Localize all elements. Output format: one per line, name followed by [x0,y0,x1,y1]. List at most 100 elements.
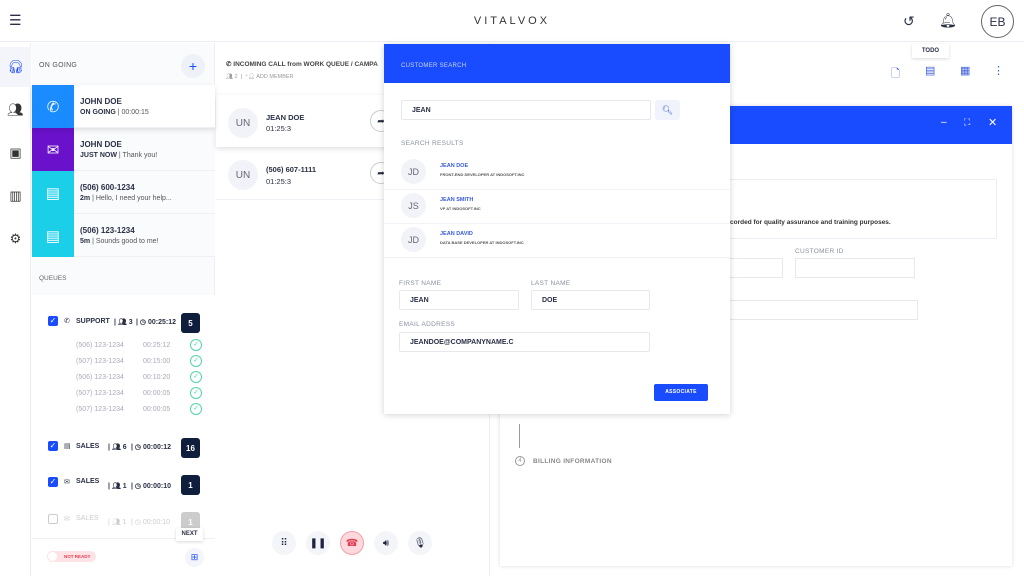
queue-count: 1 [181,475,200,495]
settings-icon[interactable]: ⚙︎ [9,231,22,246]
call-phone: (507) 123-1234 [76,390,124,397]
more-icon[interactable]: ⋮ [993,65,1004,77]
email-input[interactable]: JEANDOE@COMPANYNAME.C [399,332,650,352]
item-name: JOHN DOE [80,140,122,149]
participant-avatar: UN [228,108,258,138]
ongoing-item[interactable]: ▤ (506) 600-1234 2m | Hello, I need your… [32,171,215,214]
phone-icon: ✆ [32,85,74,128]
bell-icon[interactable]: 🔔︎ [939,12,957,28]
headset-icon[interactable]: 🎧︎ [0,47,31,87]
add-member-link[interactable]: ⁺👤︎ ADD MEMBER [245,74,294,80]
search-results-label: SEARCH RESULTS [401,140,464,147]
menu-icon[interactable]: ☰ [9,12,22,28]
search-result[interactable]: JS JEAN SMITH VP AT INDOSOFT.INC [384,190,730,224]
close-icon[interactable]: ✕ [988,117,998,129]
next-button[interactable]: ⊞ [185,548,204,567]
mute-button[interactable]: 🎙︎ [408,531,432,555]
ongoing-item[interactable]: ▤ (506) 123-1234 5m | Sounds good to me! [32,214,215,257]
call-time: 00:25:12 [143,342,171,349]
reports-icon[interactable]: ▥ [9,188,22,203]
ongoing-item[interactable]: ✉ JOHN DOE JUST NOW | Thank you! [32,128,215,171]
dialpad-button[interactable]: ⠿ [272,531,296,555]
call-phone: (507) 123-1234 [76,406,124,413]
queue-time: | ◷ 00:25:12 [136,319,176,326]
document-icon[interactable]: 🗋 [891,68,900,80]
participant-name: (506) 607-1111 [266,165,317,174]
recording-notice: corded for quality assurance and trainin… [730,219,891,226]
ongoing-item[interactable]: ✆ JOHN DOE ON GOING | 00:00:15 [32,85,215,128]
hold-button[interactable]: ❚❚ [306,531,330,555]
check-circle-icon[interactable]: ✓ [190,403,202,415]
item-detail: Hello, I need your help... [95,195,172,202]
check-circle-icon[interactable]: ✓ [190,339,202,351]
queue-count: 16 [181,438,200,458]
queue-count: 5 [181,313,200,333]
participant-name: JEAN DOE [266,113,305,122]
form-field[interactable] [700,300,918,320]
check-circle-icon[interactable]: ✓ [190,387,202,399]
minimize-icon[interactable]: – [941,117,947,128]
item-name: (506) 123-1234 [80,226,135,235]
contact-card-icon[interactable]: ▣ [9,145,22,160]
queue-checkbox[interactable]: ✓ [48,316,58,326]
call-members: 👥︎ 2 | ⁺👤︎ ADD MEMBER [226,74,294,80]
todo-tooltip: TODO [912,44,949,58]
associate-button[interactable]: ASSOCIATE [654,384,708,401]
ready-toggle[interactable]: NOT READY [47,551,96,562]
queue-checkbox[interactable] [48,514,58,524]
user-avatar[interactable]: EB [981,5,1014,38]
nav-rail: 🎧︎ 👥︎ ▣ ▥ ⚙︎ [0,43,31,576]
result-avatar: JS [401,193,426,218]
modal-header [384,44,730,83]
search-result[interactable]: JD JEAN DOE FRONT-END DEVELOPER AT INDOS… [384,156,730,190]
participant-card[interactable]: UN (506) 607-1111 01:25:3 ➦ [216,148,416,200]
customer-id-label: CUSTOMER ID [795,248,844,255]
item-status: JUST NOW [80,152,117,159]
contacts-icon[interactable]: 👥︎ [7,102,24,117]
item-name: (506) 600-1234 [80,183,135,192]
customer-id-input[interactable] [795,258,915,278]
call-header: ✆ INCOMING CALL from WORK QUEUE / CAMPA [226,61,378,68]
result-name: JEAN DOE [440,163,469,169]
result-avatar: JD [401,227,426,252]
speaker-button[interactable]: 🔊︎ [374,531,398,555]
history-icon[interactable]: ↺ [903,13,915,29]
last-name-input[interactable]: DOE [531,290,650,310]
hangup-button[interactable]: ☎ [340,531,364,555]
queue-time: | ◷ 00:00:12 [131,444,171,451]
step-billing-information[interactable]: BILLING INFORMATION [533,458,612,465]
search-result[interactable]: JD JEAN DAVID DATA BASE DEVELOPER AT IND… [384,224,730,258]
item-detail: Thank you! [122,152,158,159]
maximize-icon[interactable]: ⛶ [964,117,971,127]
queue-agents: | 👥︎ 6 [108,444,127,451]
next-tooltip: NEXT [176,528,203,541]
calendar-icon[interactable]: ▦ [960,65,971,77]
chat-icon: ▤ [64,443,71,450]
call-time: 00:00:05 [143,406,171,413]
queue-name: SALES [76,478,100,485]
queue-agents: | 👥︎ 1 [108,483,127,490]
item-detail: 00:00:15 [121,109,149,116]
check-circle-icon[interactable]: ✓ [190,355,202,367]
first-name-input[interactable]: JEAN [399,290,519,310]
result-avatar: JD [401,159,426,184]
search-input[interactable]: JEAN [401,100,651,120]
todo-icon[interactable]: ▤ [925,65,936,77]
call-time: 00:15:00 [143,358,171,365]
call-phone: (507) 123-1234 [76,358,124,365]
queue-time: | ◷ 00:00:10 [131,519,171,526]
queue-checkbox[interactable]: ✓ [48,477,58,487]
toggle-knob [48,552,57,561]
ongoing-title: ON GOING [39,62,78,69]
add-button[interactable]: + [181,54,205,78]
search-button[interactable]: 🔍︎ [655,100,680,120]
queue-checkbox[interactable]: ✓ [48,441,58,451]
check-circle-icon[interactable]: ✓ [190,371,202,383]
item-detail: Sounds good to me! [95,238,159,245]
mail-icon: ✉ [64,479,70,486]
item-name: JOHN DOE [80,97,122,106]
queue-name: SALES [76,443,100,450]
result-desc: DATA BASE DEVELOPER AT INDOSOFT.INC [440,240,524,245]
result-desc: FRONT-END DEVELOPER AT INDOSOFT.INC [440,172,525,177]
participant-card[interactable]: UN JEAN DOE 01:25:3 ➦ [216,95,416,147]
